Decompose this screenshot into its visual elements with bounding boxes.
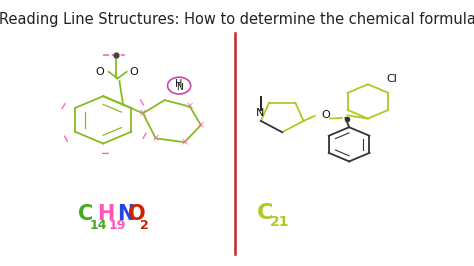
Text: I: I xyxy=(61,132,67,141)
Text: 2: 2 xyxy=(140,219,149,232)
Text: Cl: Cl xyxy=(386,74,397,84)
Text: 14: 14 xyxy=(90,219,107,232)
Text: ×: × xyxy=(186,102,194,112)
Text: O: O xyxy=(128,204,146,224)
Text: O: O xyxy=(95,67,104,77)
Text: O: O xyxy=(129,67,138,77)
Text: N: N xyxy=(256,108,264,118)
Text: Reading Line Structures: How to determine the chemical formula: Reading Line Structures: How to determin… xyxy=(0,12,474,27)
Text: 19: 19 xyxy=(109,219,127,232)
Text: I: I xyxy=(139,132,146,141)
Text: ×: × xyxy=(139,108,147,118)
Text: N: N xyxy=(117,204,134,224)
Text: H: H xyxy=(175,79,183,89)
Text: N: N xyxy=(176,83,182,92)
Text: C: C xyxy=(78,204,93,224)
Text: ×: × xyxy=(197,120,205,130)
Text: I: I xyxy=(139,99,146,108)
Text: H: H xyxy=(97,204,115,224)
Text: I: I xyxy=(99,151,108,154)
Text: ×: × xyxy=(152,133,160,143)
Text: I: I xyxy=(61,99,67,108)
Text: ×: × xyxy=(181,137,189,147)
Text: O: O xyxy=(321,110,330,120)
Text: C: C xyxy=(257,202,273,223)
Text: 21: 21 xyxy=(270,215,290,229)
